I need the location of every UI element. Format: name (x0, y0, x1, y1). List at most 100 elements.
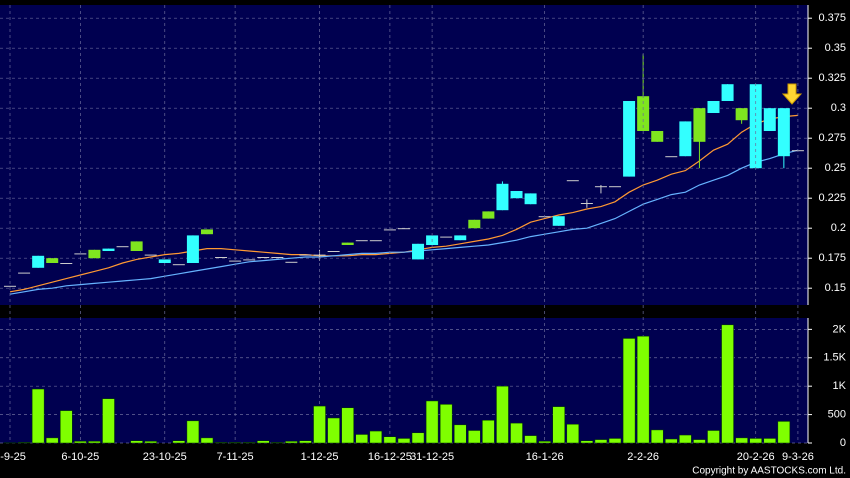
copyright: Copyright by AASTOCKS.com Ltd. (692, 466, 846, 477)
candle-body (721, 84, 734, 101)
candle-body (735, 108, 748, 121)
volume-bar (580, 440, 594, 444)
candle-body (777, 108, 790, 157)
y-tick-label: 0.2 (831, 222, 846, 234)
candle-body (763, 108, 776, 131)
candle-body (496, 183, 509, 211)
y-tick-label: 2K (833, 323, 847, 335)
candle-body (172, 264, 185, 266)
y-tick-label: 1K (833, 380, 847, 392)
volume-bar (439, 404, 453, 444)
candle-body (623, 101, 636, 177)
volume-bar (369, 430, 383, 444)
candle-body (327, 251, 340, 252)
volume-bar (735, 437, 748, 444)
candle-body (679, 121, 692, 157)
candle-body (4, 285, 16, 287)
y-tick-label: 0.275 (818, 132, 846, 144)
volume-panel (0, 318, 808, 443)
candle-body (609, 186, 622, 188)
volume-bar (214, 442, 228, 444)
candle-body (355, 240, 368, 242)
volume-bar (721, 324, 734, 444)
candle-body (271, 257, 284, 258)
x-tick-label: 16-1-26 (526, 451, 564, 463)
volume-bar (130, 440, 143, 444)
volume-bar (482, 420, 495, 444)
volume-bar (257, 440, 270, 444)
volume-bar (31, 388, 45, 444)
candle-body (130, 241, 143, 251)
volume-bar (355, 434, 368, 444)
candle-body (369, 240, 382, 242)
volume-bar (524, 435, 537, 444)
volume-bar (299, 440, 312, 444)
candle-body (18, 272, 31, 274)
candle-body (299, 254, 312, 256)
candle-body (665, 156, 678, 158)
volume-bar (636, 335, 650, 444)
candle-body (552, 216, 565, 226)
y-tick-label: 1.5K (823, 352, 846, 364)
candle-body (46, 258, 59, 263)
candle-body (341, 242, 354, 245)
candle-body (468, 219, 481, 229)
volume-bar (242, 442, 256, 444)
y-tick-label: 500 (828, 408, 846, 420)
volume-bar (594, 439, 608, 444)
x-tick-label: 16-12-25 (368, 451, 412, 463)
candle-body (440, 236, 453, 238)
candle-body (88, 249, 101, 259)
candle-body (32, 255, 45, 268)
y-tick-label: 0.325 (818, 72, 846, 84)
candle-body (257, 257, 270, 258)
price-panel (0, 5, 808, 305)
volume-bar (538, 441, 551, 444)
candle-body (707, 101, 720, 113)
candle-body (566, 180, 579, 182)
volume-bar (777, 421, 791, 444)
volume-bar (411, 432, 425, 444)
volume-bar (60, 410, 73, 444)
volume-bar (74, 441, 87, 444)
x-tick-label: 7-11-25 (217, 451, 254, 463)
volume-bar (665, 438, 678, 444)
candle-body (580, 203, 593, 204)
volume-bar (763, 438, 777, 444)
x-tick-label: 2-2-26 (627, 451, 659, 463)
candle-body (313, 254, 326, 256)
y-tick-label: 0.25 (825, 162, 846, 174)
volume-bar (707, 430, 720, 444)
x-tick-label: 20-2-26 (737, 451, 775, 463)
candle-body (158, 259, 171, 263)
candle-body (651, 131, 664, 142)
volume-bar (650, 429, 664, 444)
y-tick-label: 0.375 (818, 12, 846, 24)
volume-bar (608, 438, 622, 444)
y-tick-label: 0 (840, 437, 846, 449)
volume-bar (468, 430, 481, 444)
volume-bar (341, 407, 354, 444)
volume-bar (679, 434, 692, 444)
volume-bar (693, 439, 706, 444)
x-tick-label: 1-12-25 (301, 451, 339, 463)
candle-body (524, 193, 537, 205)
volume-bar (200, 437, 214, 444)
candle-body (144, 254, 157, 256)
x-tick-label: 6-9-25 (0, 451, 26, 463)
volume-bar (383, 436, 397, 444)
volume-bar (186, 420, 200, 444)
volume-bar (425, 400, 439, 444)
candle-body (454, 235, 467, 241)
volume-bar (622, 338, 636, 444)
volume-bar (285, 441, 298, 444)
candle-body (215, 257, 228, 258)
volume-bar (453, 424, 467, 444)
y-tick-label: 0.35 (825, 42, 846, 54)
volume-bar (17, 442, 31, 444)
volume-bar (397, 438, 411, 444)
x-tick-label: 31-12-25 (410, 451, 454, 463)
candle-body (102, 248, 115, 251)
candle-body (693, 108, 706, 142)
